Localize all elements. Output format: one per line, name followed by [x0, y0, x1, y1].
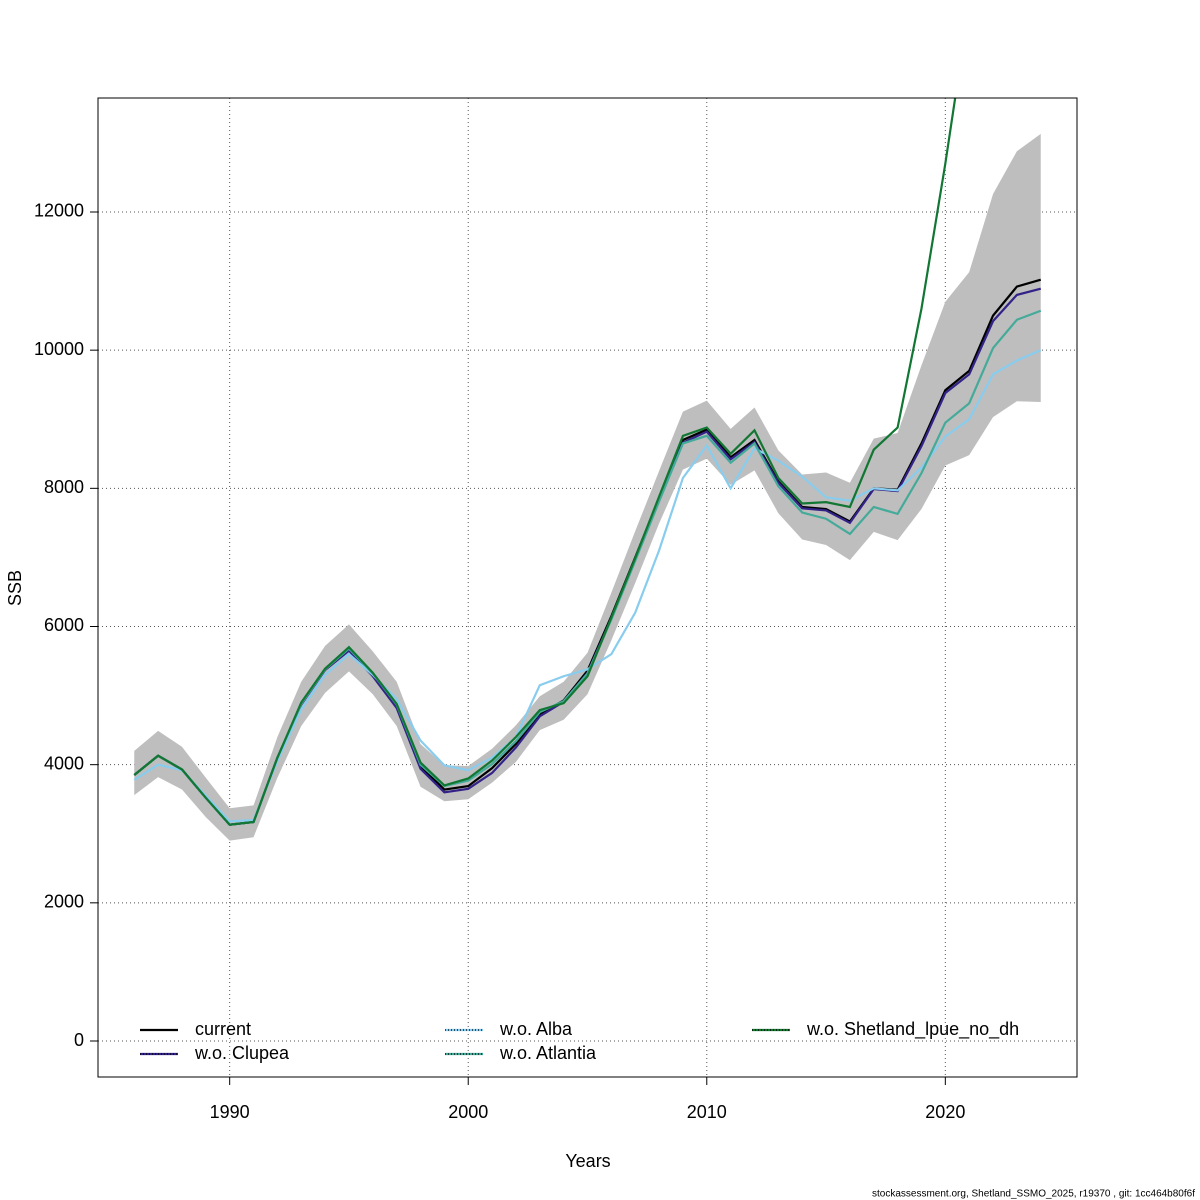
legend-label: w.o. Atlantia	[499, 1043, 597, 1063]
x-tick-label: 1990	[210, 1102, 250, 1122]
y-tick-label: 0	[74, 1030, 84, 1050]
legend-label: current	[195, 1019, 251, 1039]
x-axis-label: Years	[565, 1151, 610, 1171]
y-axis-label: SSB	[5, 570, 25, 606]
legend-label: w.o. Clupea	[194, 1043, 290, 1063]
series-line	[133, 98, 957, 826]
y-tick-label: 2000	[44, 892, 84, 912]
series-line	[133, 287, 1042, 826]
x-tick-label: 2000	[448, 1102, 488, 1122]
legend-label: w.o. Alba	[499, 1019, 573, 1039]
series-line	[133, 278, 1042, 826]
plot-frame	[97, 97, 1078, 1078]
y-tick-label: 12000	[34, 201, 84, 221]
footer: stockassessment.org, Shetland_SSMO_2025,…	[872, 1189, 1195, 1200]
y-tick-label: 10000	[34, 339, 84, 359]
series-line	[133, 349, 1042, 823]
y-tick-label: 4000	[44, 753, 84, 773]
y-tick-label: 6000	[44, 615, 84, 635]
legend-label: w.o. Shetland_lpue_no_dh	[806, 1019, 1019, 1040]
x-tick-label: 2020	[925, 1102, 965, 1122]
x-tick-label: 2010	[687, 1102, 727, 1122]
confidence-band	[134, 133, 1041, 841]
y-tick-label: 8000	[44, 477, 84, 497]
